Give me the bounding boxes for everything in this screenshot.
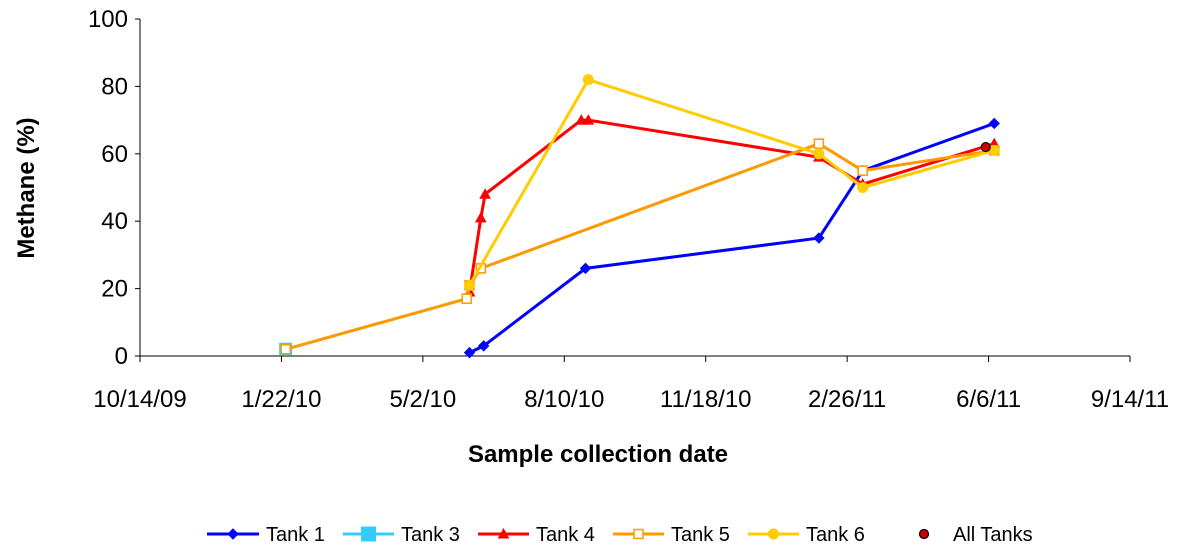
legend-swatch-marker (227, 528, 239, 540)
y-ticks: 0 20 40 60 80 100 (88, 6, 140, 370)
x-tick-label: 8/10/10 (524, 386, 604, 413)
series-line (285, 142, 995, 351)
legend-item-tank-5: Tank 5 (613, 524, 730, 546)
data-point (582, 74, 594, 86)
legend-label: Tank 1 (266, 524, 325, 546)
legend-item-tank-1: Tank 1 (207, 524, 325, 546)
series-line (468, 118, 995, 293)
x-tick-label: 9/14/11 (1091, 386, 1169, 413)
y-tick-label: 60 (101, 141, 128, 168)
data-point (857, 165, 868, 176)
legend-label: Tank 3 (401, 524, 460, 546)
x-tick-label: 6/6/11 (956, 386, 1021, 413)
legend-swatch-marker (633, 528, 644, 540)
legend-label: Tank 5 (671, 524, 730, 546)
data-point (582, 114, 595, 125)
data-point (463, 346, 476, 359)
y-tick-label: 80 (101, 73, 128, 100)
x-ticks: 10/14/09 1/22/10 5/2/10 8/10/10 11/18/10 2/26… (93, 356, 1169, 413)
data-point (813, 138, 825, 149)
series-layer (279, 74, 1001, 359)
series-line (468, 78, 995, 286)
data-point (464, 279, 476, 291)
data-point (813, 148, 825, 160)
series-line (468, 122, 995, 354)
legend-label: Tank 6 (806, 524, 865, 546)
data-point (857, 182, 869, 193)
legend-item-tank-6: Tank 6 (748, 524, 865, 546)
series-tank-4 (463, 114, 1001, 297)
x-tick-label: 10/14/09 (93, 386, 186, 413)
legend-swatch-marker (918, 528, 930, 540)
x-tick-label: 5/2/10 (389, 386, 456, 413)
y-axis-title: Methane (%) (13, 117, 40, 258)
x-axis-title: Sample collection date (468, 441, 728, 468)
legend-swatch-marker (497, 527, 510, 539)
x-tick-label: 11/18/10 (660, 386, 752, 413)
legend: Tank 1 Tank 3 Tank 4 Tank 5 Tank 6 All Tanks (207, 524, 1033, 546)
data-point (575, 114, 588, 125)
y-tick-label: 20 (101, 276, 128, 303)
series-all-tanks (980, 141, 991, 153)
y-tick-label: 100 (88, 6, 128, 33)
y-tick-label: 0 (115, 343, 128, 370)
data-point (988, 117, 1000, 130)
legend-swatch-marker (768, 528, 779, 540)
legend-swatch-marker (361, 526, 376, 542)
data-point (477, 340, 490, 352)
data-point (813, 232, 825, 244)
data-point (474, 211, 487, 223)
data-point (461, 293, 472, 304)
legend-item-tank-3: Tank 3 (343, 524, 460, 546)
x-tick-label: 2/26/11 (808, 386, 886, 413)
axes (139, 19, 1130, 357)
legend-label: All Tanks (953, 524, 1033, 546)
series-tank-6 (464, 74, 1000, 291)
legend-label: Tank 4 (536, 524, 595, 546)
series-tank-5 (280, 138, 1000, 355)
data-point (479, 188, 491, 199)
legend-item-all-tanks: All Tanks (918, 524, 1033, 546)
data-point (579, 262, 592, 275)
data-point (980, 141, 991, 153)
legend-item-tank-4: Tank 4 (478, 524, 595, 546)
data-point (280, 344, 291, 355)
y-tick-label: 40 (101, 208, 128, 235)
x-tick-label: 1/22/10 (241, 386, 321, 413)
